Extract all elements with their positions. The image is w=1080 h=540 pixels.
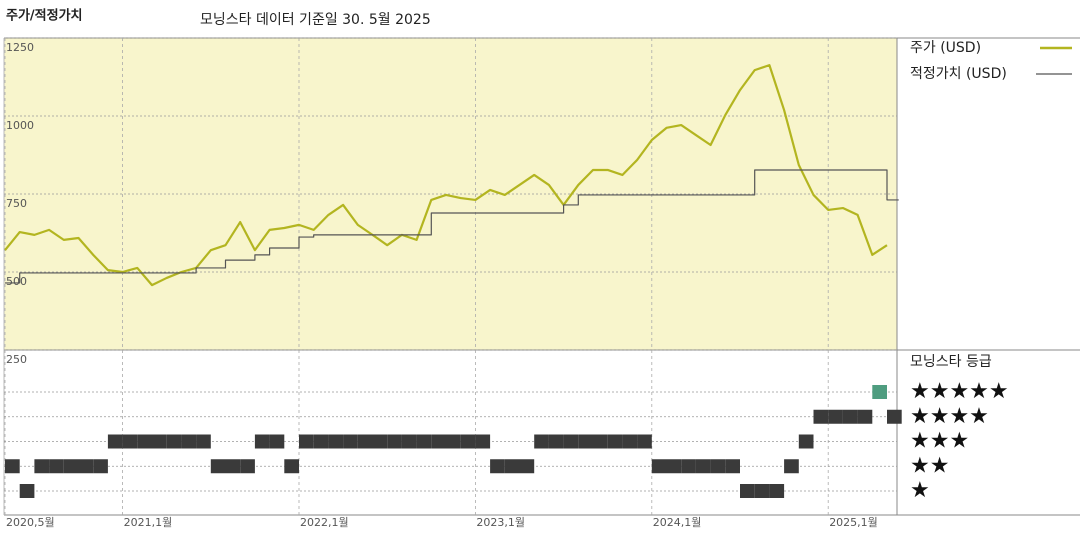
rating-bar bbox=[666, 459, 682, 474]
rating-bar bbox=[769, 484, 785, 498]
rating-bar bbox=[240, 459, 255, 474]
rating-bar bbox=[798, 434, 814, 449]
rating-bar bbox=[828, 409, 843, 424]
rating-bar bbox=[34, 459, 50, 474]
rating-bar bbox=[19, 484, 35, 498]
rating-bar bbox=[784, 459, 799, 474]
rating-bar bbox=[152, 434, 167, 449]
x-tick-label: 2020,5월 bbox=[6, 516, 55, 529]
rating-bar bbox=[107, 434, 123, 449]
rating-bar bbox=[534, 434, 549, 449]
rating-bar bbox=[49, 459, 64, 474]
chart-title: 주가/적정가치 bbox=[6, 8, 83, 24]
rating-title: 모닝스타 등급 bbox=[910, 354, 992, 370]
rating-bar bbox=[695, 459, 711, 474]
x-tick-label: 2025,1월 bbox=[829, 516, 878, 529]
rating-bar bbox=[122, 434, 138, 449]
rating-bar bbox=[196, 434, 211, 449]
rating-bar bbox=[269, 434, 285, 449]
rating-bar bbox=[446, 434, 461, 449]
rating-label: ★★★ bbox=[910, 429, 969, 454]
y-tick-label: 1250 bbox=[6, 41, 34, 54]
rating-bar bbox=[563, 434, 579, 449]
y-tick-label: 1000 bbox=[6, 119, 34, 132]
rating-bar bbox=[254, 434, 270, 449]
rating-bar bbox=[887, 409, 902, 424]
y-tick-label: 500 bbox=[6, 275, 27, 288]
x-tick-label: 2024,1월 bbox=[653, 516, 702, 529]
rating-label: ★★★★ bbox=[910, 404, 989, 429]
rating-bar bbox=[490, 459, 505, 474]
rating-bar bbox=[519, 459, 535, 474]
rating-bar bbox=[842, 409, 858, 424]
rating-bar bbox=[593, 434, 608, 449]
rating-bar bbox=[548, 434, 564, 449]
rating-bar bbox=[710, 459, 726, 474]
legend-label: 주가 (USD) bbox=[910, 40, 981, 56]
series-line bbox=[5, 169, 899, 284]
rating-label: ★★ bbox=[910, 453, 949, 478]
rating-bar bbox=[284, 459, 299, 474]
rating-bar bbox=[328, 434, 344, 449]
rating-bar bbox=[343, 434, 358, 449]
rating-bar bbox=[63, 459, 79, 474]
rating-bar bbox=[857, 409, 873, 424]
x-tick-label: 2022,1월 bbox=[300, 516, 349, 529]
x-tick-label: 2023,1월 bbox=[476, 516, 525, 529]
rating-bar bbox=[78, 459, 94, 474]
rating-bar bbox=[181, 434, 197, 449]
rating-bar bbox=[431, 434, 446, 449]
rating-bar bbox=[622, 434, 638, 449]
rating-bar bbox=[387, 434, 402, 449]
rating-bar bbox=[357, 434, 373, 449]
series-line bbox=[4, 64, 888, 287]
rating-bar bbox=[475, 434, 491, 449]
y-tick-label: 750 bbox=[6, 197, 27, 210]
rating-bar bbox=[210, 459, 226, 474]
rating-bar bbox=[93, 459, 108, 474]
rating-bar bbox=[872, 385, 887, 399]
rating-bar bbox=[372, 434, 388, 449]
rating-bar bbox=[725, 459, 740, 474]
rating-bar bbox=[813, 409, 829, 424]
x-tick-label: 2021,1월 bbox=[124, 516, 173, 529]
rating-bar bbox=[313, 434, 329, 449]
rating-label: ★★★★★ bbox=[910, 379, 1009, 404]
rating-bar bbox=[740, 484, 755, 498]
rating-bar bbox=[651, 459, 667, 474]
rating-bar bbox=[401, 434, 417, 449]
rating-bar bbox=[166, 434, 182, 449]
rating-label: ★ bbox=[910, 478, 930, 503]
legend-label: 적정가치 (USD) bbox=[910, 66, 1007, 82]
rating-bar bbox=[681, 459, 696, 474]
rating-bar bbox=[504, 459, 520, 474]
rating-bar bbox=[225, 459, 241, 474]
rating-bar bbox=[299, 434, 314, 449]
chart-subtitle: 모닝스타 데이터 기준일 30. 5월 2025 bbox=[200, 12, 431, 28]
rating-bar bbox=[460, 434, 476, 449]
rating-bar bbox=[5, 459, 20, 474]
rating-bar bbox=[416, 434, 432, 449]
rating-bar bbox=[137, 434, 152, 449]
rating-bar bbox=[578, 434, 593, 449]
rating-bar bbox=[754, 484, 770, 498]
rating-bar bbox=[607, 434, 623, 449]
y-tick-label: 250 bbox=[6, 353, 27, 366]
rating-bar bbox=[637, 434, 652, 449]
